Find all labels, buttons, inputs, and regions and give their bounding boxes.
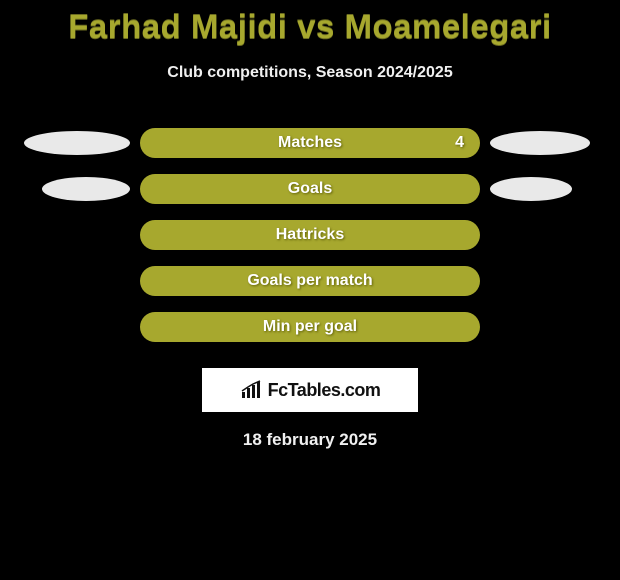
right-value-cell xyxy=(480,177,610,201)
comparison-row: Goals xyxy=(0,166,620,212)
stat-bar-matches: Matches 4 xyxy=(140,128,480,158)
left-value-cell xyxy=(10,131,140,155)
comparison-row: Matches 4 xyxy=(0,120,620,166)
stat-bar-label: Matches xyxy=(278,134,342,152)
stat-bar-value-right: 4 xyxy=(455,134,464,152)
left-ellipse xyxy=(24,131,130,155)
logo-text: FcTables.com xyxy=(268,380,381,401)
comparison-row: Goals per match xyxy=(0,258,620,304)
stat-bar-label: Hattricks xyxy=(276,226,344,244)
stat-bar-label: Goals per match xyxy=(247,272,372,290)
logo-box: FcTables.com xyxy=(202,368,418,412)
right-ellipse xyxy=(490,177,572,201)
comparison-row: Hattricks xyxy=(0,212,620,258)
left-value-cell xyxy=(10,177,140,201)
stat-bar-goals-per-match: Goals per match xyxy=(140,266,480,296)
footer-date: 18 february 2025 xyxy=(0,430,620,450)
comparison-row: Min per goal xyxy=(0,304,620,350)
stat-bar-min-per-goal: Min per goal xyxy=(140,312,480,342)
stat-bar-label: Goals xyxy=(288,180,332,198)
comparison-rows: Matches 4 Goals Hattricks xyxy=(0,120,620,350)
left-ellipse xyxy=(42,177,130,201)
page-subtitle: Club competitions, Season 2024/2025 xyxy=(0,64,620,82)
stat-bar-hattricks: Hattricks xyxy=(140,220,480,250)
right-ellipse xyxy=(490,131,590,155)
page-title: Farhad Majidi vs Moamelegari xyxy=(0,0,620,46)
stat-bar-goals: Goals xyxy=(140,174,480,204)
bar-chart-icon xyxy=(240,380,264,400)
stat-bar-label: Min per goal xyxy=(263,318,357,336)
right-value-cell xyxy=(480,131,610,155)
